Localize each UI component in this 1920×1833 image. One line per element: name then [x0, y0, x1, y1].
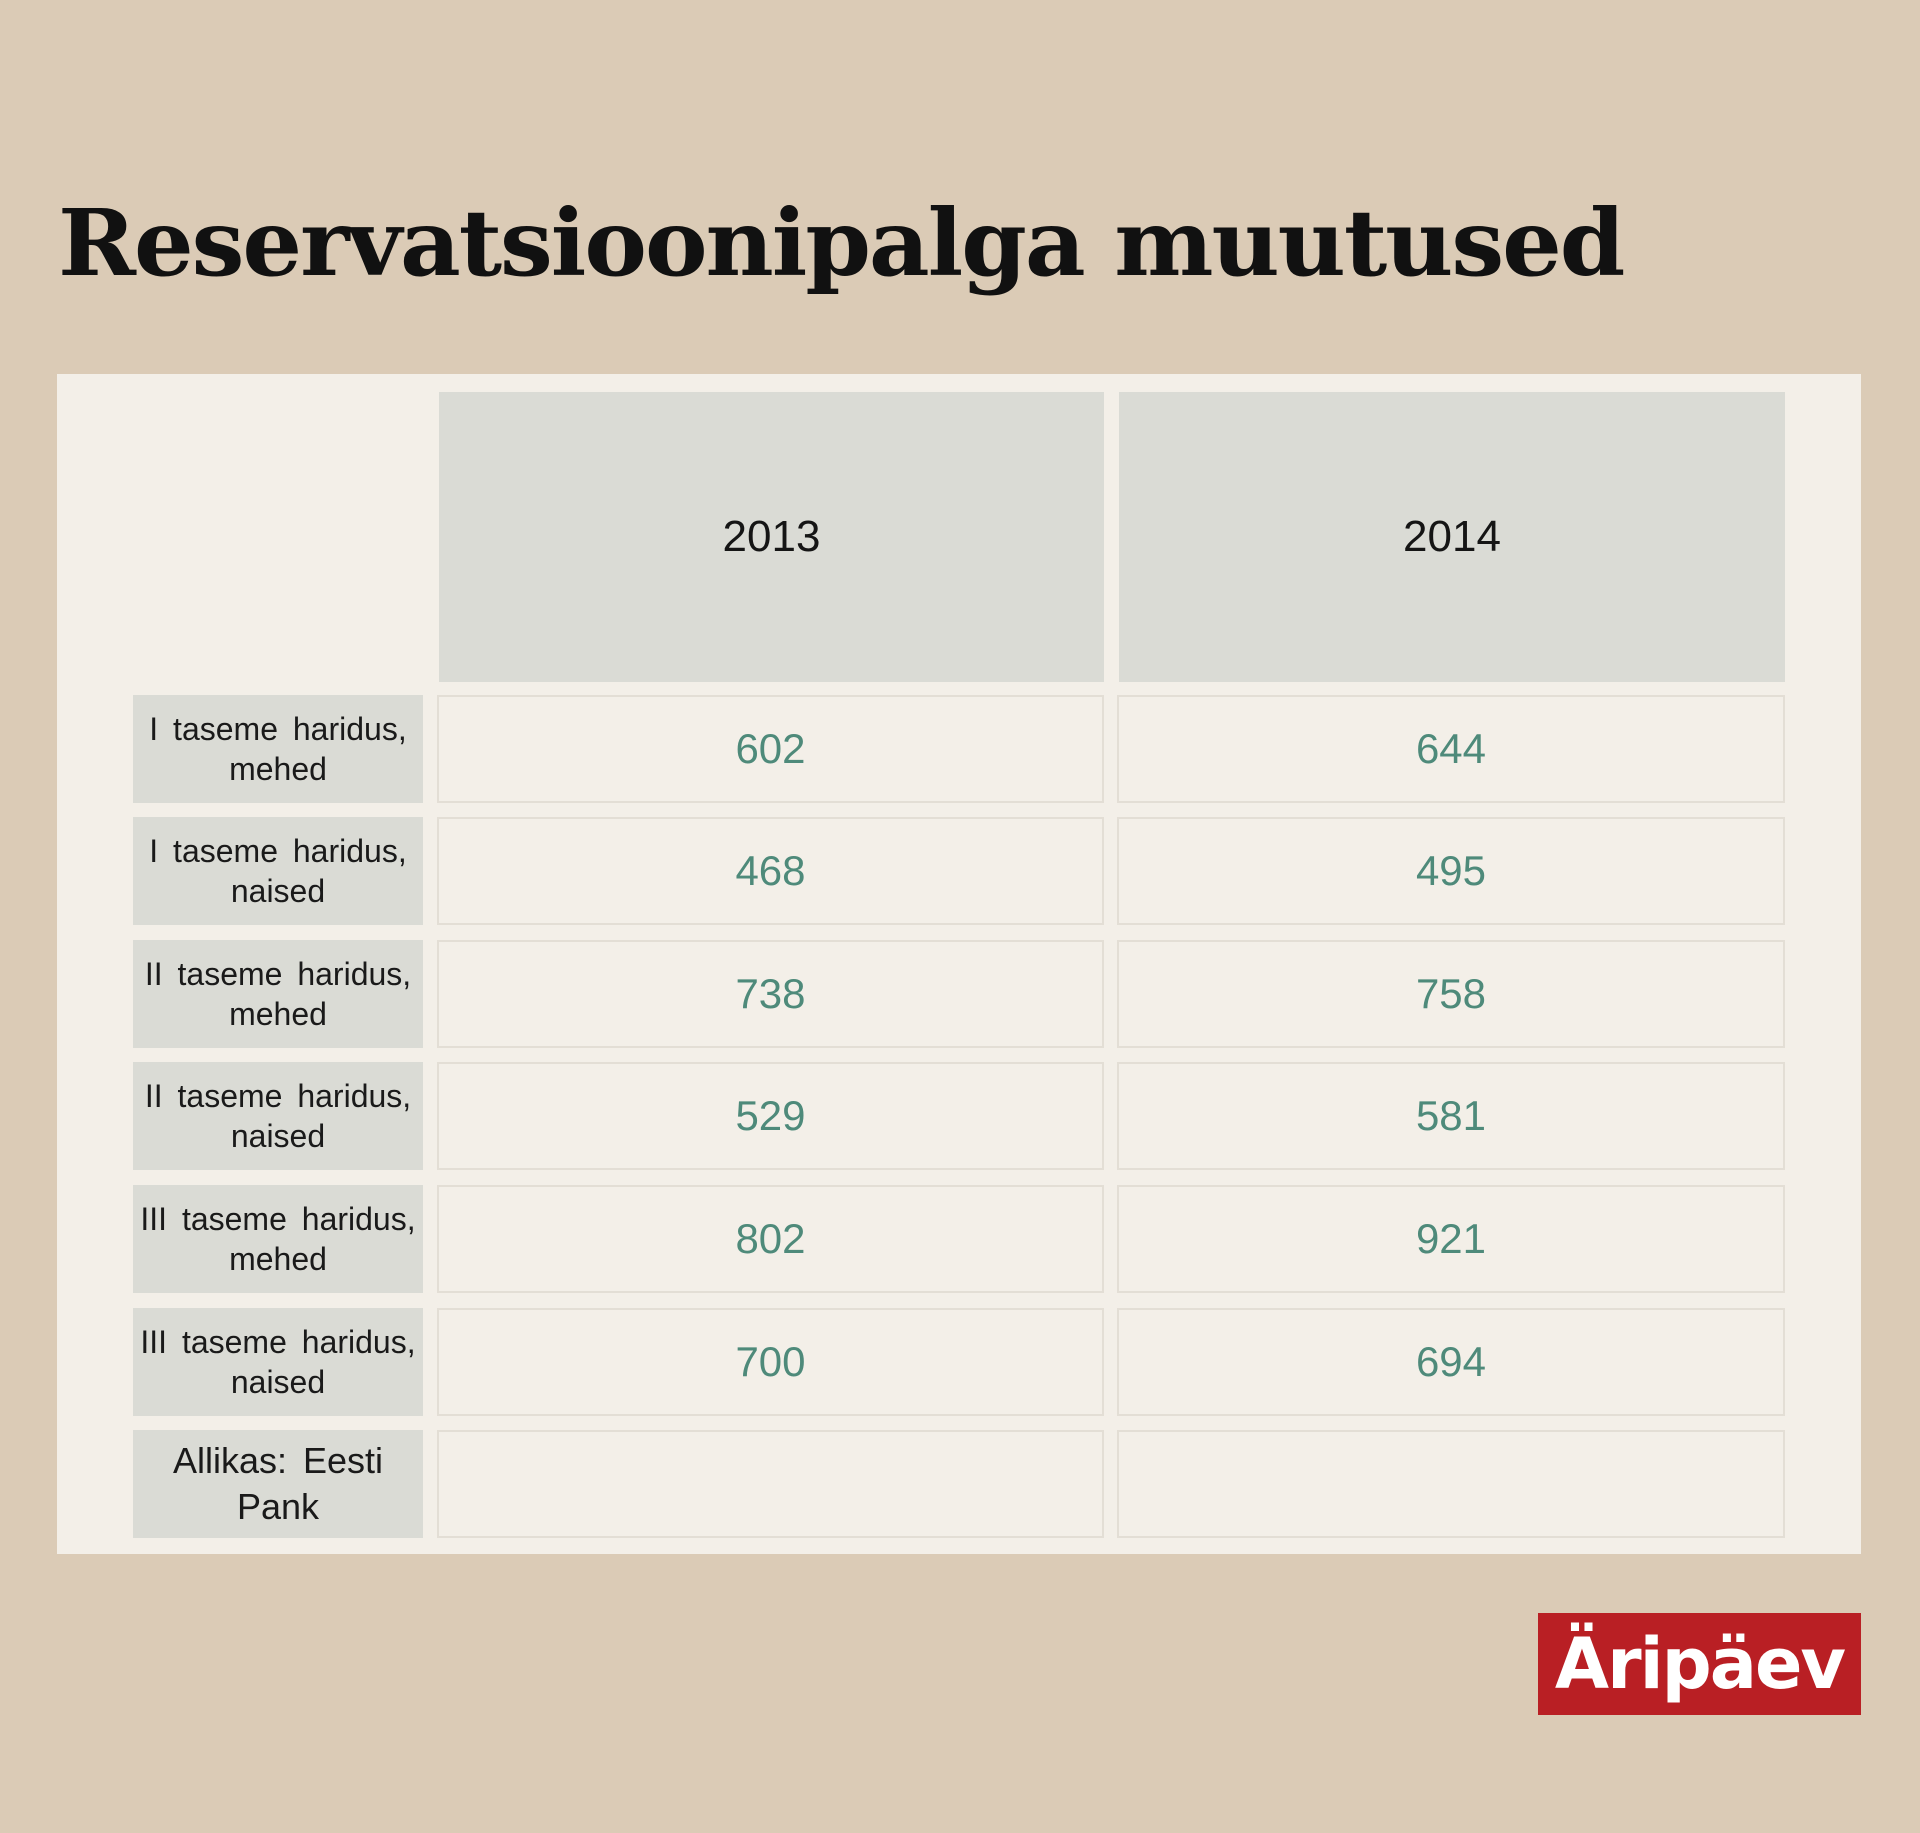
row-label: I taseme haridus, naised — [133, 817, 423, 925]
empty-cell — [1117, 1430, 1785, 1538]
source-row: Allikas: Eesti Pank — [57, 1430, 1861, 1538]
table-row: II taseme haridus, mehed 738 758 — [57, 940, 1861, 1048]
data-table: 2013 2014 I taseme haridus, mehed 602 64… — [57, 374, 1861, 1554]
value-cell-2014: 495 — [1117, 817, 1785, 925]
value-cell-2014: 921 — [1117, 1185, 1785, 1293]
column-header-2014: 2014 — [1119, 392, 1785, 682]
page-title: Reservatsioonipalga muutused — [58, 189, 1625, 297]
column-header-2013: 2013 — [439, 392, 1104, 682]
row-label: III taseme haridus, mehed — [133, 1185, 423, 1293]
row-label: II taseme haridus, mehed — [133, 940, 423, 1048]
source-label: Allikas: Eesti Pank — [133, 1430, 423, 1538]
table-row: I taseme haridus, mehed 602 644 — [57, 695, 1861, 803]
value-cell-2013: 468 — [437, 817, 1104, 925]
table-row: III taseme haridus, naised 700 694 — [57, 1308, 1861, 1416]
row-label: II taseme haridus, naised — [133, 1062, 423, 1170]
table-row: III taseme haridus, mehed 802 921 — [57, 1185, 1861, 1293]
value-cell-2013: 529 — [437, 1062, 1104, 1170]
table-row: II taseme haridus, naised 529 581 — [57, 1062, 1861, 1170]
value-cell-2013: 738 — [437, 940, 1104, 1048]
value-cell-2014: 694 — [1117, 1308, 1785, 1416]
value-cell-2014: 644 — [1117, 695, 1785, 803]
row-label: III taseme haridus, naised — [133, 1308, 423, 1416]
value-cell-2013: 602 — [437, 695, 1104, 803]
row-label: I taseme haridus, mehed — [133, 695, 423, 803]
value-cell-2013: 700 — [437, 1308, 1104, 1416]
empty-cell — [437, 1430, 1104, 1538]
value-cell-2014: 581 — [1117, 1062, 1785, 1170]
value-cell-2013: 802 — [437, 1185, 1104, 1293]
aripaev-logo: Äripäev — [1538, 1613, 1861, 1715]
table-row: I taseme haridus, naised 468 495 — [57, 817, 1861, 925]
value-cell-2014: 758 — [1117, 940, 1785, 1048]
